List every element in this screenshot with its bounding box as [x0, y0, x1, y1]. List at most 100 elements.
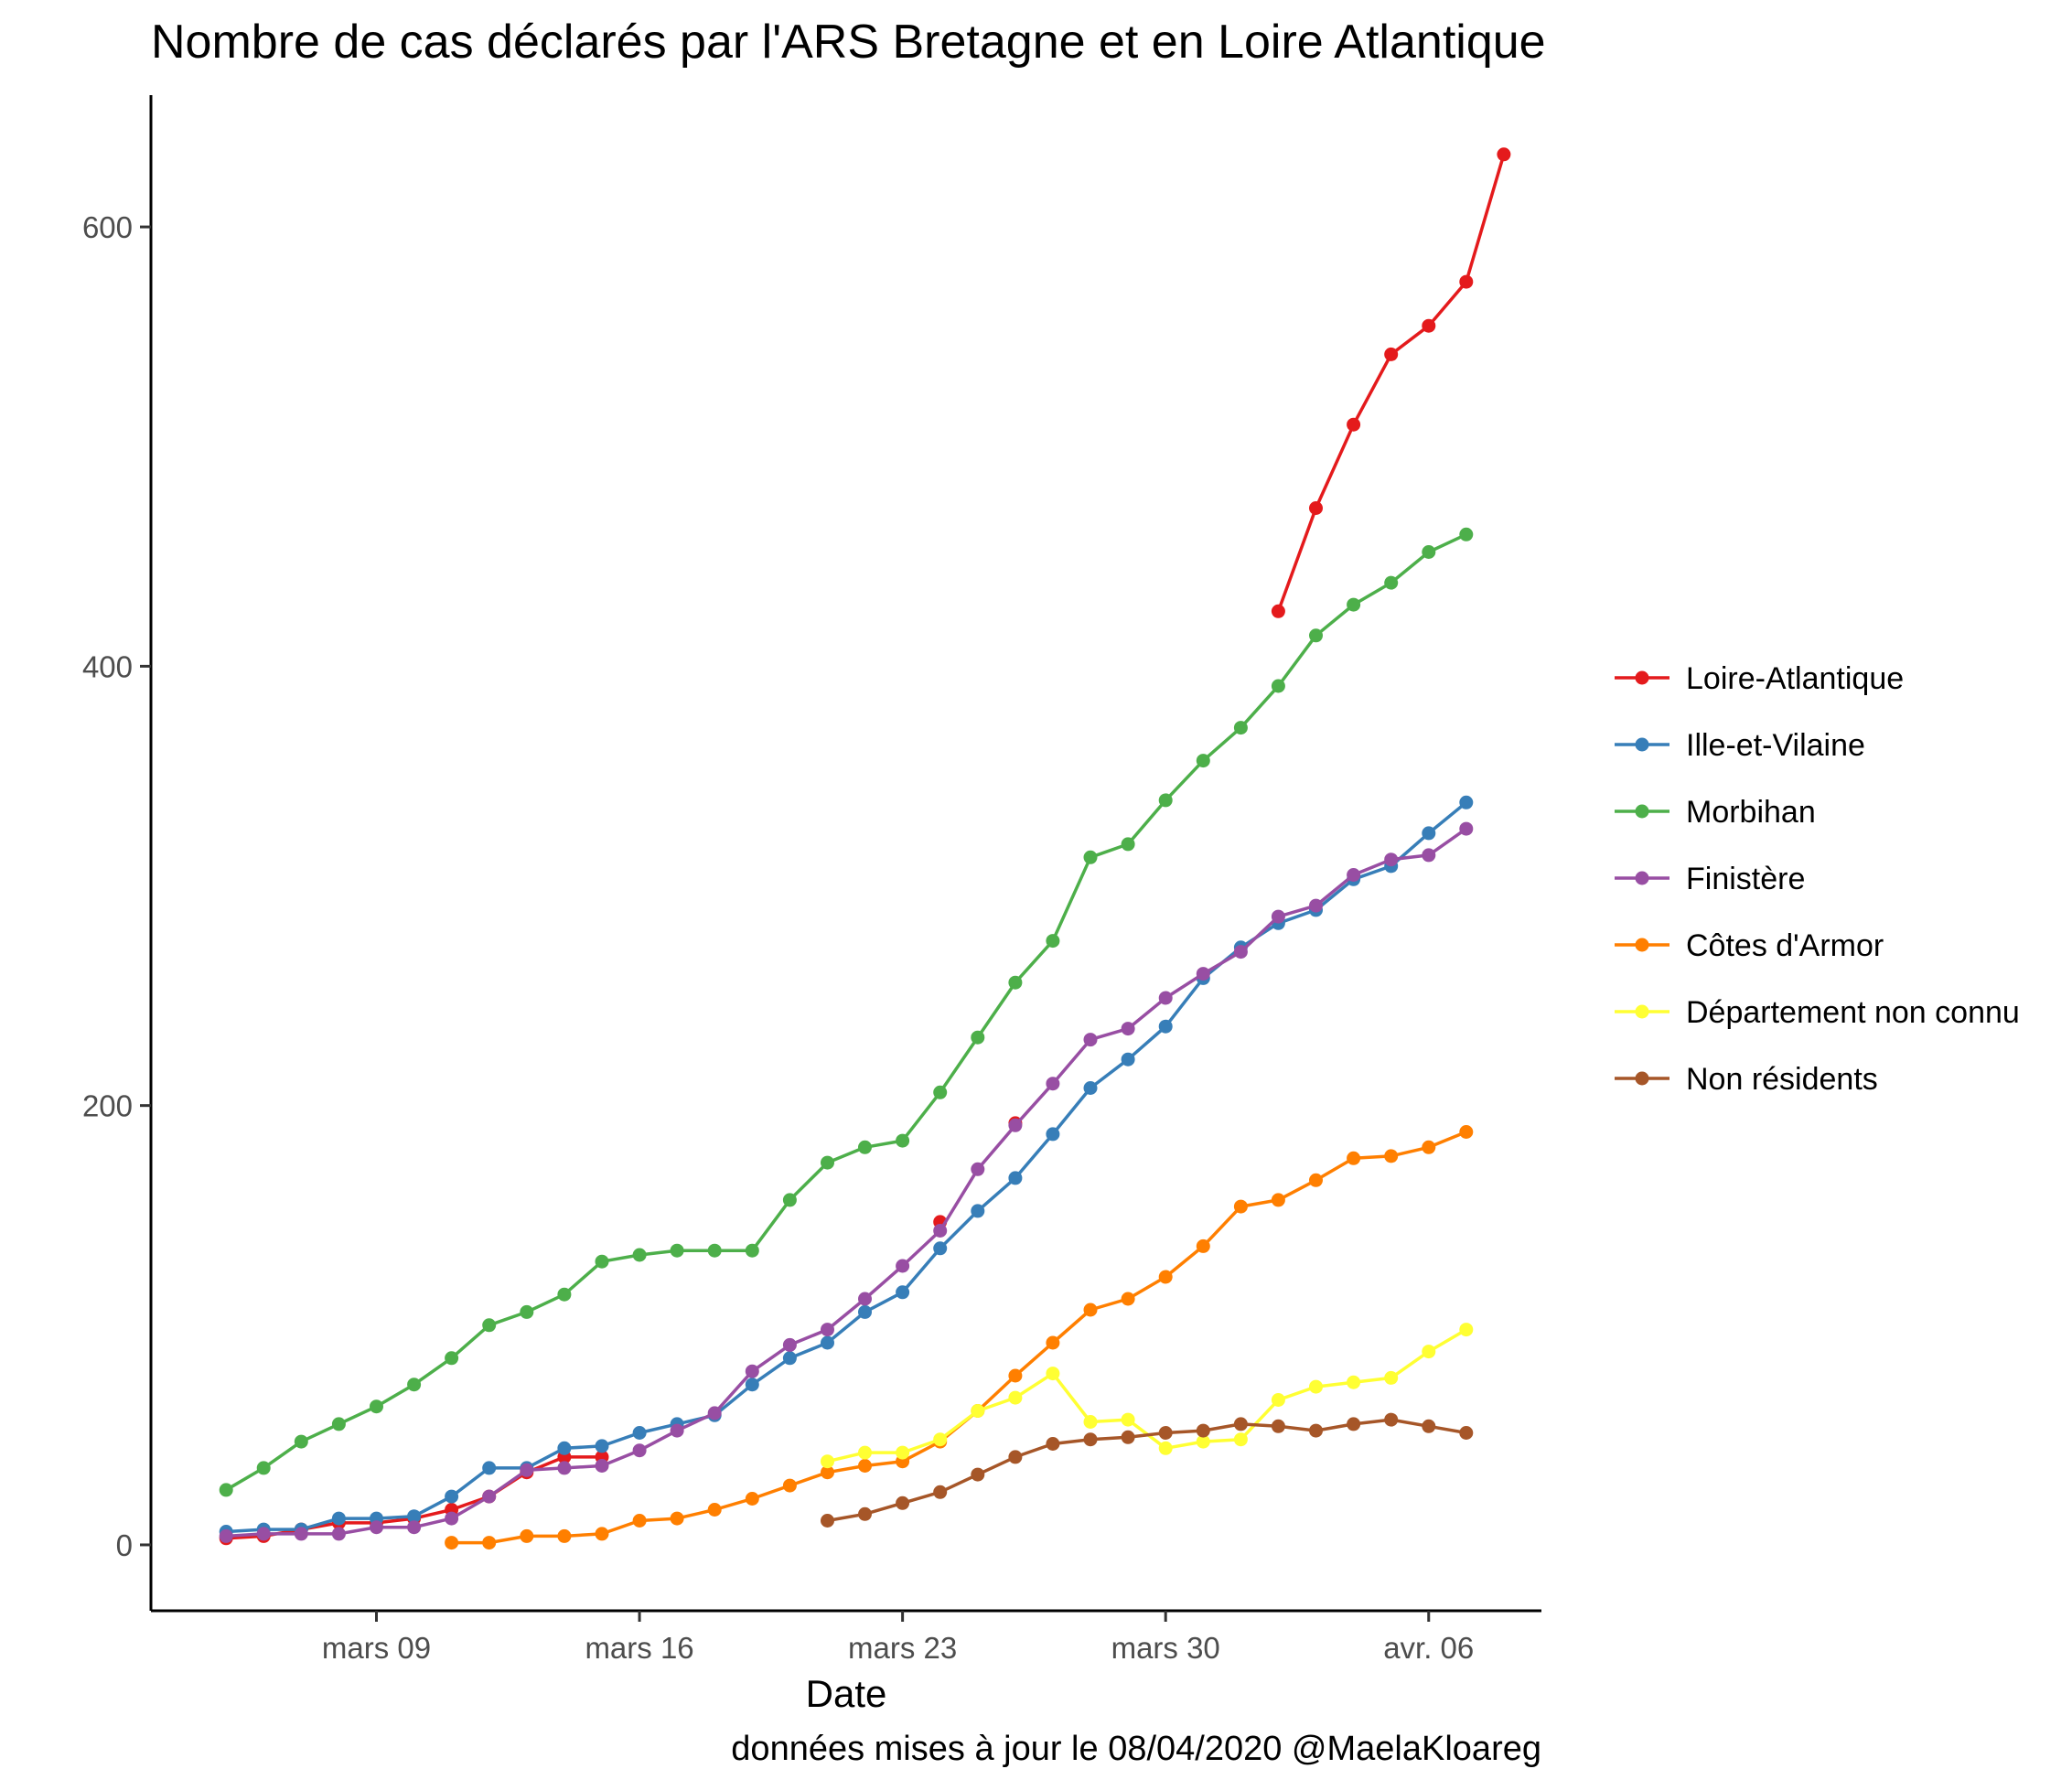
- data-point: [1233, 1417, 1248, 1431]
- data-point: [896, 1285, 910, 1300]
- data-point: [1309, 1423, 1323, 1438]
- legend-key-dot: [1635, 670, 1649, 685]
- data-point: [520, 1528, 534, 1543]
- data-point: [1121, 1052, 1135, 1067]
- data-point: [1459, 795, 1474, 809]
- data-point: [1422, 848, 1436, 863]
- data-point: [1008, 975, 1023, 990]
- data-point: [219, 1528, 233, 1543]
- data-point: [745, 1364, 759, 1378]
- data-point: [482, 1461, 497, 1475]
- data-point: [1422, 1345, 1436, 1359]
- data-point: [1347, 1417, 1361, 1431]
- data-point: [1271, 1393, 1285, 1407]
- data-point: [971, 1030, 985, 1045]
- data-point: [670, 1243, 684, 1258]
- data-point: [520, 1304, 534, 1319]
- data-point: [933, 1485, 948, 1499]
- data-point: [632, 1443, 647, 1458]
- data-point: [1309, 628, 1323, 643]
- data-point: [858, 1459, 872, 1473]
- data-point: [821, 1323, 834, 1337]
- data-point: [407, 1378, 422, 1392]
- data-point: [1158, 1441, 1173, 1455]
- data-point: [1046, 1077, 1060, 1091]
- data-point: [745, 1243, 759, 1258]
- data-point: [971, 1204, 985, 1218]
- chart-caption: données mises à jour le 08/04/2020 @Mael…: [731, 1730, 1541, 1768]
- data-point: [1008, 1368, 1023, 1383]
- series-line: [226, 827, 1467, 1538]
- data-point: [933, 1241, 948, 1256]
- data-point: [1233, 1432, 1248, 1447]
- data-point: [1459, 527, 1474, 541]
- data-point: [1271, 604, 1285, 618]
- data-point: [896, 1133, 910, 1148]
- data-point: [896, 1445, 910, 1460]
- legend-item: Département non connu: [1615, 995, 2020, 1030]
- data-point: [1158, 1426, 1173, 1440]
- data-point: [821, 1454, 834, 1469]
- data-point: [896, 1259, 910, 1273]
- data-point: [1347, 1151, 1361, 1165]
- data-point: [670, 1423, 684, 1438]
- data-point: [933, 1432, 948, 1447]
- data-point: [782, 1351, 797, 1366]
- legend-label: Loire-Atlantique: [1686, 661, 1904, 696]
- data-point: [1384, 1370, 1399, 1385]
- data-point: [1158, 991, 1173, 1005]
- data-point: [1158, 1270, 1173, 1284]
- data-point: [557, 1287, 572, 1302]
- data-point: [1083, 1081, 1098, 1095]
- data-point: [1384, 347, 1399, 361]
- data-point: [782, 1337, 797, 1352]
- x-tick-label: mars 23: [848, 1631, 957, 1665]
- x-tick-label: mars 30: [1111, 1631, 1220, 1665]
- data-point: [1083, 1033, 1098, 1047]
- data-point: [971, 1467, 985, 1482]
- chart-title: Nombre de cas déclarés par l'ARS Bretagn…: [151, 16, 1546, 69]
- data-point: [1008, 1390, 1023, 1405]
- plot-area: [219, 147, 1511, 1550]
- data-point: [1384, 575, 1399, 590]
- data-point: [1309, 1173, 1323, 1187]
- data-point: [1158, 1019, 1173, 1034]
- x-axis-ticks: mars 09 mars 16 mars 23 mars 30 avr. 06: [322, 1611, 1474, 1665]
- data-point: [1121, 1292, 1135, 1306]
- data-point: [482, 1318, 497, 1333]
- data-point: [821, 1335, 834, 1350]
- data-point: [632, 1248, 647, 1262]
- legend-key-dot: [1635, 1004, 1649, 1019]
- data-point: [557, 1528, 572, 1543]
- data-point: [971, 1404, 985, 1418]
- data-point: [745, 1492, 759, 1506]
- data-point: [1196, 1434, 1210, 1449]
- data-point: [933, 1224, 948, 1238]
- data-point: [1196, 967, 1210, 981]
- data-point: [1347, 417, 1361, 432]
- data-point: [1233, 945, 1248, 960]
- x-axis-title: Date: [806, 1672, 887, 1715]
- y-tick-label: 400: [82, 649, 133, 683]
- series-non-residents: [821, 1412, 1474, 1528]
- series-morbihan: [219, 527, 1474, 1497]
- data-point: [858, 1292, 872, 1306]
- legend-item: Ille-et-Vilaine: [1615, 728, 1865, 763]
- data-point: [445, 1351, 459, 1366]
- data-point: [407, 1520, 422, 1535]
- data-point: [1384, 1149, 1399, 1163]
- legend-item: Côtes d'Armor: [1615, 928, 1884, 963]
- data-point: [1008, 1171, 1023, 1185]
- data-point: [1347, 1375, 1361, 1389]
- data-point: [595, 1459, 609, 1473]
- data-point: [1046, 1437, 1060, 1451]
- data-point: [707, 1503, 722, 1517]
- data-point: [1121, 1022, 1135, 1036]
- legend-label: Département non connu: [1686, 995, 2020, 1030]
- data-point: [595, 1254, 609, 1269]
- data-point: [1121, 1412, 1135, 1427]
- data-point: [1422, 1140, 1436, 1154]
- data-point: [670, 1511, 684, 1526]
- data-point: [707, 1406, 722, 1421]
- data-point: [1046, 1127, 1060, 1142]
